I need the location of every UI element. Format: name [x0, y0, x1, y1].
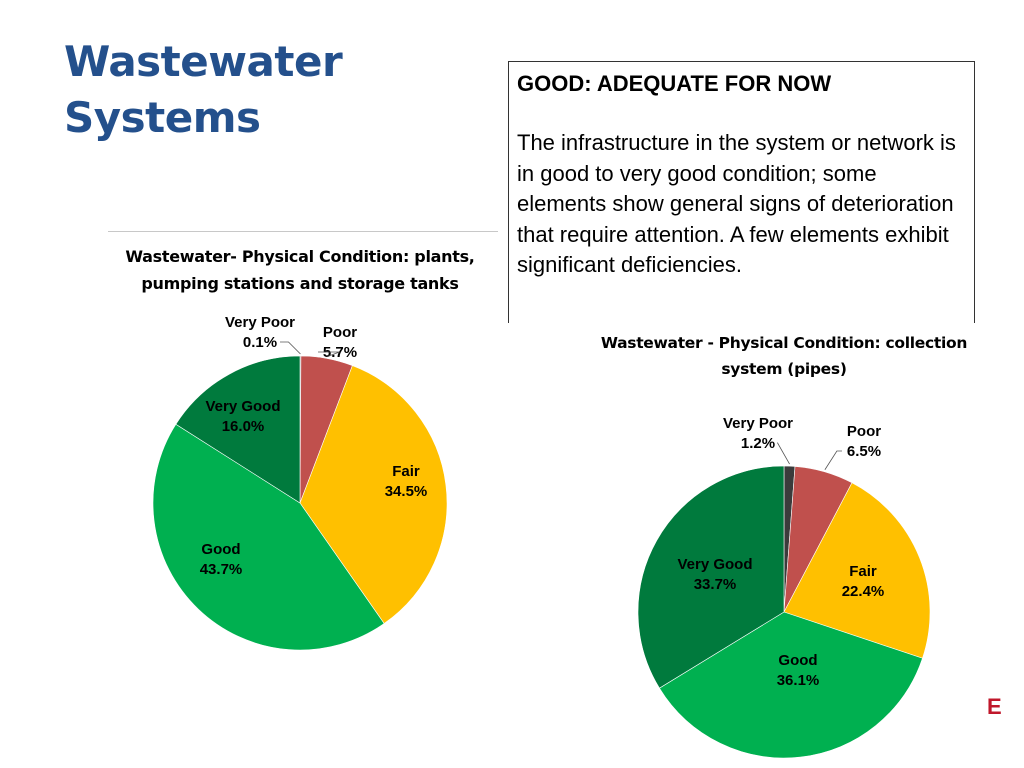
pie-2-label-very-poor: Very Poor 1.2%	[723, 415, 793, 452]
slide-title: Wastewater Systems	[64, 34, 424, 146]
definition-body: The infrastructure in the system or netw…	[517, 130, 956, 277]
pie-chart-2: Very Poor 1.2% Poor 6.5% Fair 22.4% Good 36.1% V…	[637, 415, 931, 759]
pie-2-label-very-good: Very Good 33.7%	[677, 556, 752, 593]
pie-chart-1: Very Poor 0.1% Poor 5.7% Fair 34.5% Good 43.7% V…	[152, 314, 448, 651]
slide-title-line-2: Systems	[64, 93, 261, 142]
pie-2-leader-poor	[824, 450, 842, 470]
slide-title-line-1: Wastewater	[64, 37, 343, 86]
pie-2-leader-very-poor	[776, 442, 790, 465]
pie-1-label-fair: Fair 34.5%	[385, 463, 428, 500]
chart-divider	[108, 231, 498, 232]
pie-1-label-poor: Poor 5.7%	[323, 324, 357, 361]
pie-1-label-very-good: Very Good 16.0%	[205, 398, 280, 435]
definition-heading: GOOD: ADEQUATE FOR NOW	[517, 71, 832, 96]
pie-1-slice-fair	[299, 365, 448, 624]
pie-2-slice-fair	[783, 482, 931, 659]
pie-2-label-poor: Poor 6.5%	[847, 423, 881, 460]
pie-1-slice-very-good	[175, 355, 301, 504]
pie-2-label-good: Good 36.1%	[777, 652, 820, 689]
pie-1-leader-poor	[318, 351, 340, 357]
pie-1-label-very-poor: Very Poor 0.1%	[225, 314, 295, 351]
definition-box: GOOD: ADEQUATE FOR NOW The infrastructur…	[508, 61, 975, 323]
pie-1-label-good: Good 43.7%	[200, 541, 243, 578]
chart-1-title: Wastewater- Physical Condition: plants, …	[125, 247, 475, 293]
pie-2-slice-very-good	[637, 465, 785, 689]
pie-2-label-fair: Fair 22.4%	[842, 563, 885, 600]
pie-2-slice-good	[659, 611, 923, 759]
pie-1-leader-very-poor	[280, 341, 301, 355]
pie-1-slice-good	[152, 423, 385, 651]
chart-2-title: Wastewater - Physical Condition: collect…	[600, 334, 968, 378]
corner-mark: E	[987, 694, 1002, 719]
